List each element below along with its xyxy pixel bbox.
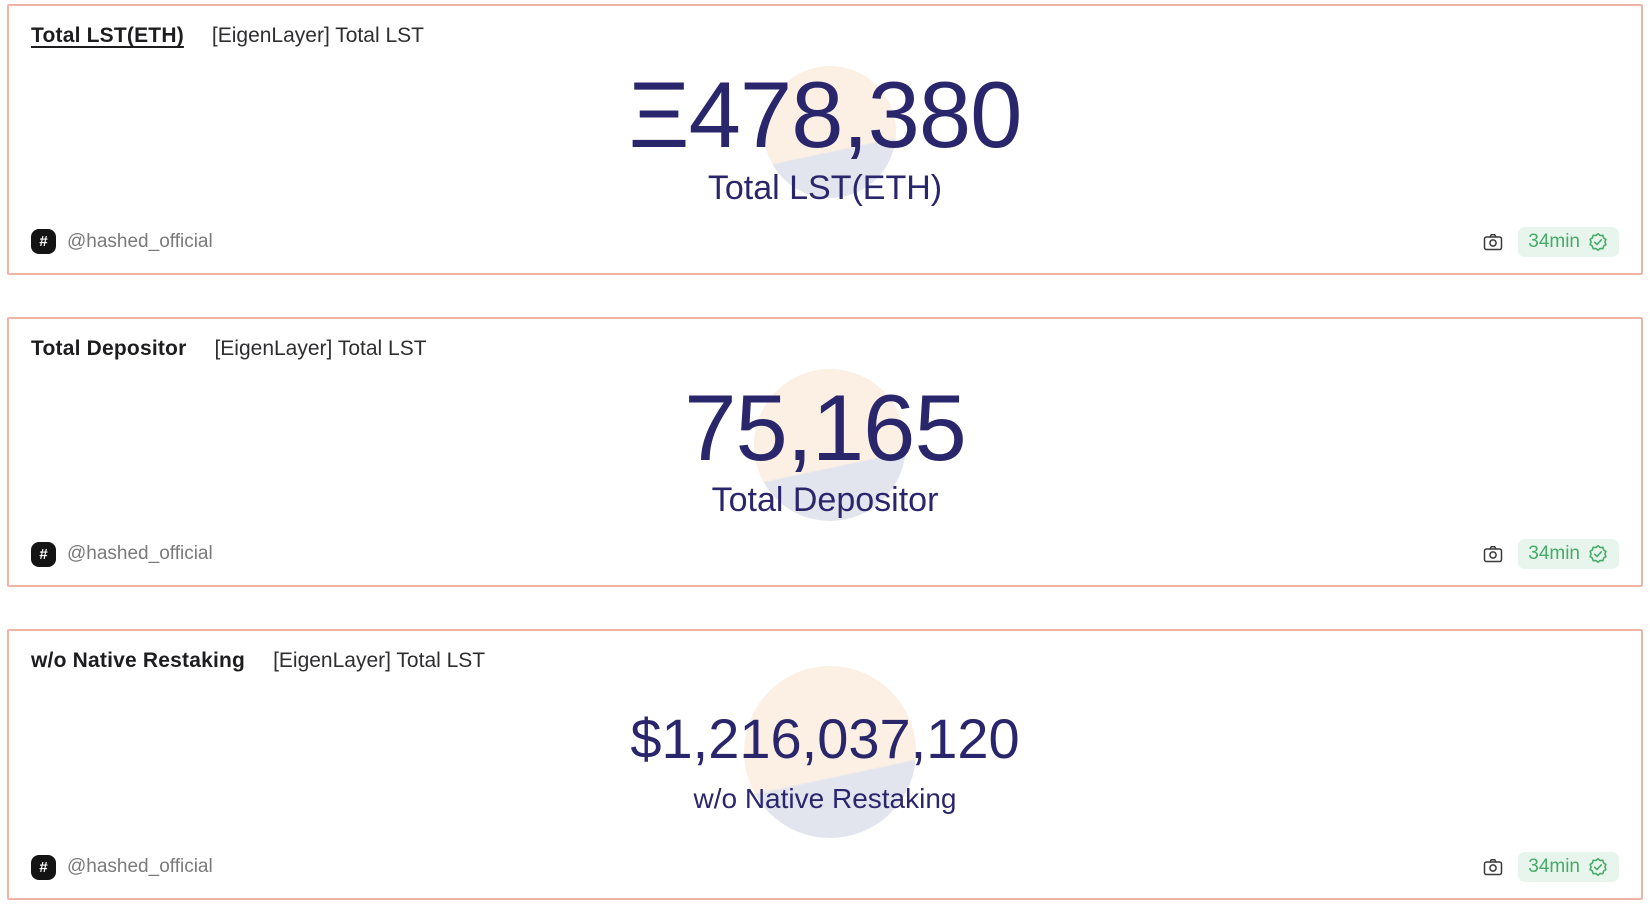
counter-value: Ξ478,380 <box>628 61 1023 167</box>
counter-label: Total Depositor <box>711 481 939 520</box>
widget-header: Total Depositor [EigenLayer] Total LST <box>31 337 1619 361</box>
counter-value: $1,216,037,120 <box>630 707 1020 771</box>
author-handle: @hashed_official <box>67 230 213 252</box>
author-link[interactable]: # @hashed_official <box>31 229 213 255</box>
author-link[interactable]: # @hashed_official <box>31 854 213 880</box>
footer-actions: 34min <box>1481 539 1619 570</box>
counter-display: 75,165 Total Depositor <box>31 361 1619 540</box>
counter-widget-total-depositor: Total Depositor [EigenLayer] Total LST 7… <box>7 316 1643 588</box>
verified-check-icon <box>1589 232 1607 251</box>
dune-logo-watermark <box>743 665 916 838</box>
refresh-age-badge[interactable]: 34min <box>1518 539 1619 570</box>
counter-label: Total LST(ETH) <box>707 168 943 207</box>
dashboard-link[interactable]: [EigenLayer] Total LST <box>273 649 486 673</box>
widget-title-link[interactable]: Total Depositor <box>31 336 187 360</box>
counter-value: 75,165 <box>684 374 967 480</box>
counter-label: w/o Native Restaking <box>693 783 957 815</box>
refresh-age-badge[interactable]: 34min <box>1518 852 1619 883</box>
dashboard-link[interactable]: [EigenLayer] Total LST <box>214 336 427 360</box>
camera-icon[interactable] <box>1481 542 1505 566</box>
author-handle: @hashed_official <box>67 543 213 565</box>
refresh-age-text: 34min <box>1528 856 1580 878</box>
widget-header: Total LST(ETH) [EigenLayer] Total LST <box>31 24 1619 48</box>
hash-icon: # <box>31 541 56 567</box>
verified-check-icon <box>1589 857 1607 877</box>
refresh-age-text: 34min <box>1528 543 1580 565</box>
widget-footer: # @hashed_official 34min <box>31 539 1619 570</box>
footer-actions: 34min <box>1481 852 1619 883</box>
counter-widget-wo-native-restaking: w/o Native Restaking [EigenLayer] Total … <box>7 629 1643 901</box>
dune-logo-watermark <box>763 65 896 198</box>
camera-icon[interactable] <box>1481 855 1505 879</box>
widget-footer: # @hashed_official 34min <box>31 852 1619 883</box>
widget-title-link[interactable]: Total LST(ETH) <box>31 24 184 47</box>
camera-icon[interactable] <box>1481 230 1505 254</box>
dashboard-link[interactable]: [EigenLayer] Total LST <box>211 24 424 47</box>
widget-header: w/o Native Restaking [EigenLayer] Total … <box>31 649 1619 673</box>
author-handle: @hashed_official <box>67 856 213 878</box>
hash-icon: # <box>31 229 56 255</box>
verified-check-icon <box>1589 545 1607 564</box>
footer-actions: 34min <box>1481 226 1619 257</box>
widget-title-link[interactable]: w/o Native Restaking <box>31 649 246 673</box>
refresh-age-badge[interactable]: 34min <box>1518 226 1619 257</box>
widget-footer: # @hashed_official 34min <box>31 226 1619 257</box>
counter-widget-total-lst: Total LST(ETH) [EigenLayer] Total LST Ξ4… <box>7 4 1643 275</box>
refresh-age-text: 34min <box>1528 230 1580 252</box>
dune-logo-watermark <box>753 368 906 521</box>
hash-icon: # <box>31 854 56 880</box>
author-link[interactable]: # @hashed_official <box>31 541 213 567</box>
counter-display: $1,216,037,120 w/o Native Restaking <box>31 665 1619 852</box>
counter-display: Ξ478,380 Total LST(ETH) <box>31 48 1619 227</box>
